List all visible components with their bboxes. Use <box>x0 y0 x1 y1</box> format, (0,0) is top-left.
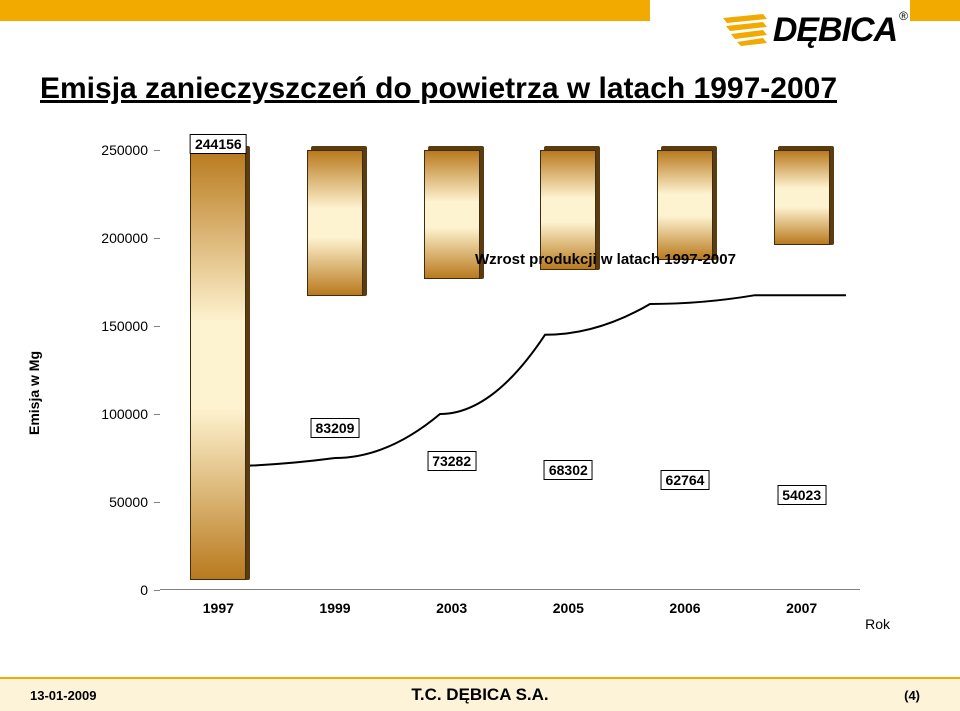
y-tick-label: 0 <box>68 582 148 598</box>
y-tick-label: 100000 <box>68 406 148 422</box>
brand-name: DĘBICA <box>773 11 897 50</box>
plot-area: 2441568320973282683026276454023 Wzrost p… <box>160 150 860 590</box>
bar-value-label: 68302 <box>544 460 593 480</box>
curve-label: Wzrost produkcji w latach 1997-2007 <box>475 251 736 268</box>
wing-icon <box>723 14 767 46</box>
page-title: Emisja zanieczyszczeń do powietrza w lat… <box>40 72 837 106</box>
registered-mark: ® <box>899 9 908 23</box>
curve-path <box>202 295 846 467</box>
bar-value-label: 62764 <box>661 470 710 490</box>
bar-value-label: 244156 <box>190 134 247 154</box>
bar <box>307 150 363 296</box>
y-tick-mark <box>154 590 160 591</box>
y-tick-label: 150000 <box>68 318 148 334</box>
slide-page: DĘBICA ® Emisja zanieczyszczeń do powiet… <box>0 0 960 711</box>
y-tick-label: 50000 <box>68 494 148 510</box>
x-category-label: 2007 <box>786 600 817 616</box>
y-tick-label: 250000 <box>68 142 148 158</box>
y-tick-label: 200000 <box>68 230 148 246</box>
bar <box>190 150 246 580</box>
footer-band: 13-01-2009 T.C. DĘBICA S.A. (4) <box>0 677 960 711</box>
x-category-label: 2003 <box>436 600 467 616</box>
logo-group: DĘBICA ® <box>723 11 906 50</box>
x-category-label: 2006 <box>669 600 700 616</box>
footer-date: 13-01-2009 <box>30 688 97 703</box>
bar <box>774 150 830 245</box>
y-axis-title: Emisja w Mg <box>26 351 42 435</box>
x-category-label: 2005 <box>553 600 584 616</box>
bar-value-label: 73282 <box>427 451 476 471</box>
chart-container: Emisja w Mg 0500001000001500002000002500… <box>60 140 900 630</box>
brand-logo: DĘBICA ® <box>650 0 910 60</box>
footer-center: T.C. DĘBICA S.A. <box>411 685 548 705</box>
bar <box>424 150 480 279</box>
header-band: DĘBICA ® <box>0 0 960 70</box>
growth-curve <box>160 150 860 590</box>
bar-value-label: 54023 <box>777 485 826 505</box>
bar <box>657 150 713 260</box>
x-category-label: 1999 <box>319 600 350 616</box>
x-category-label: 1997 <box>203 600 234 616</box>
footer-page: (4) <box>904 688 920 703</box>
bar-value-label: 83209 <box>311 418 360 438</box>
x-axis-title: Rok <box>865 616 890 632</box>
